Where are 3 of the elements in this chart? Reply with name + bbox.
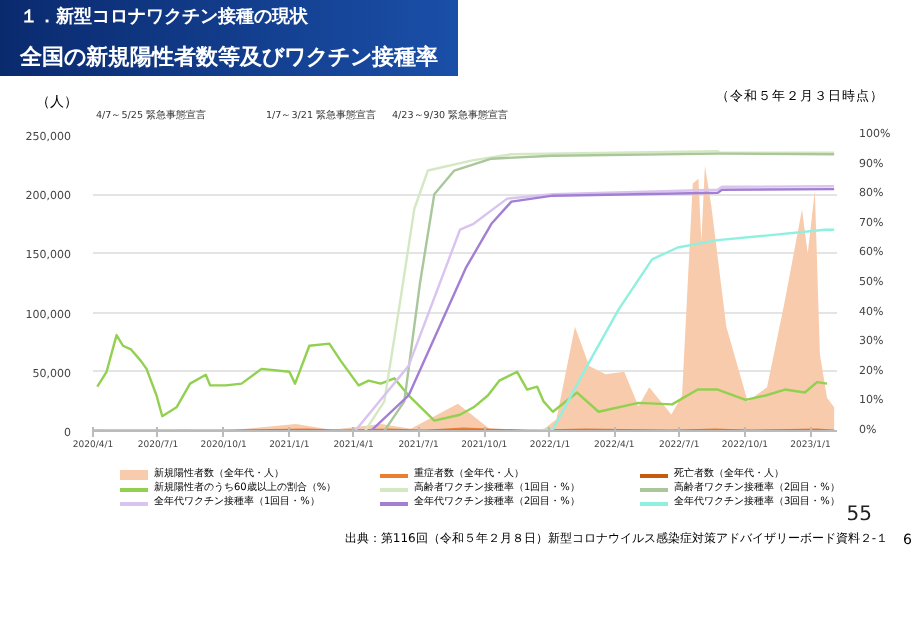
chart-title: １．新型コロナワクチン接種の現状 <box>20 6 310 32</box>
text: 55 <box>846 502 872 530</box>
chart-subtitle: 全国の新規陽性者数等及びワクチン接種率 <box>20 41 438 74</box>
